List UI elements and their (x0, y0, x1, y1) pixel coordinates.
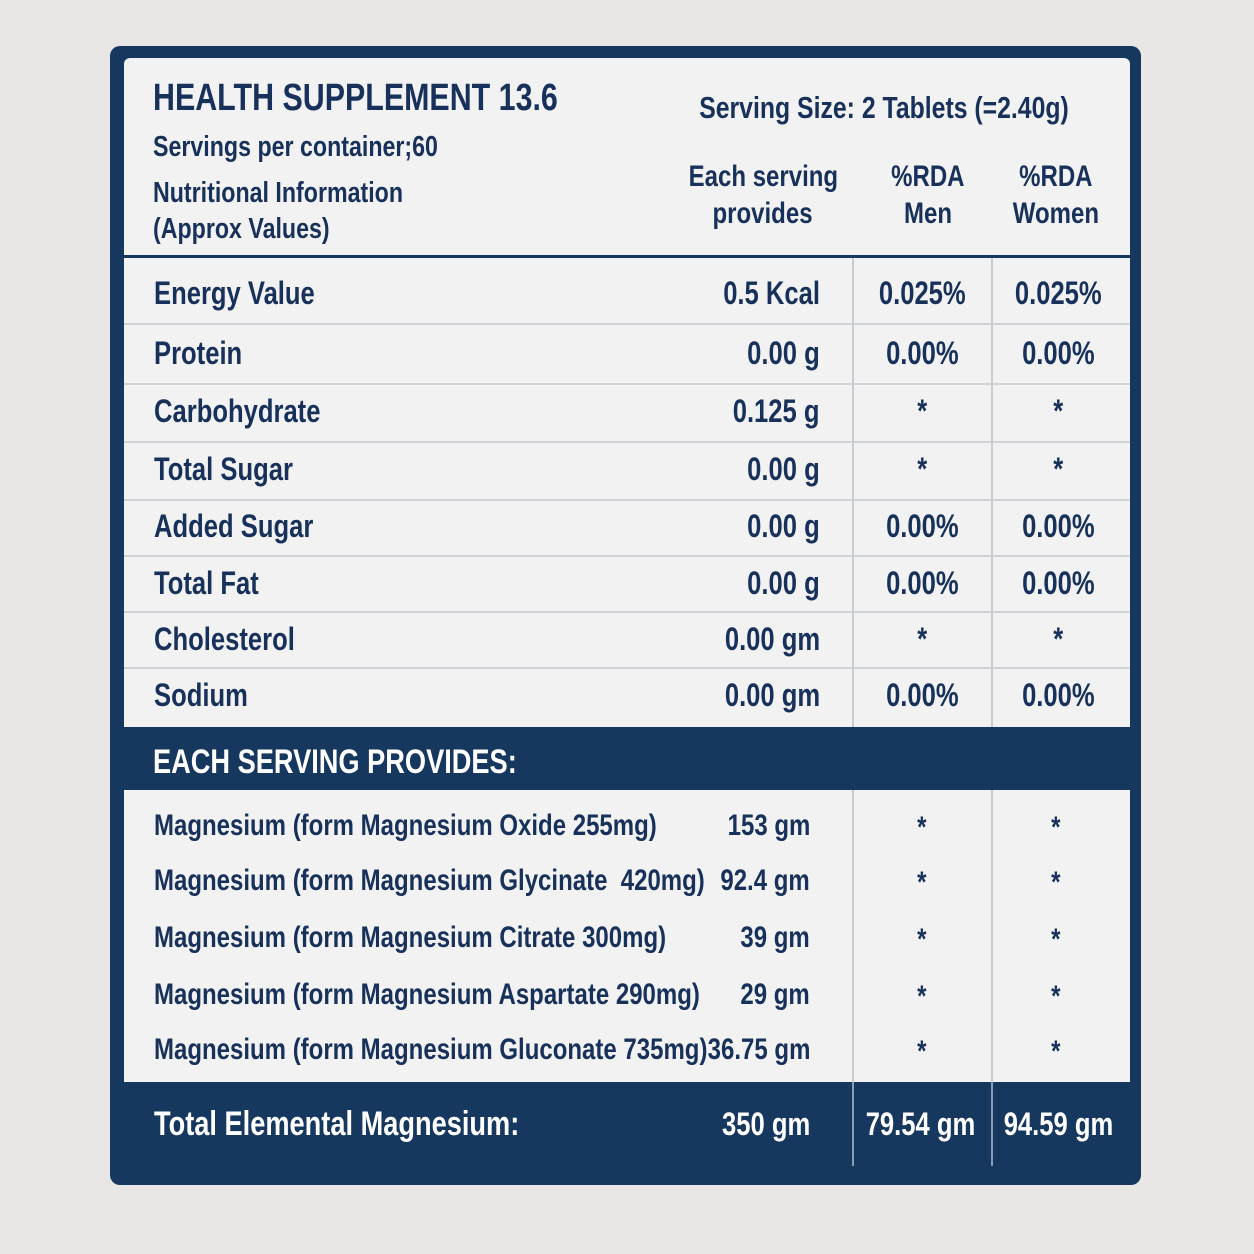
rda-men: * (917, 811, 927, 844)
info-line: Nutritional Information (153, 176, 404, 209)
mineral-name: Magnesium (form Magnesium Citrate 300mg) (154, 921, 667, 954)
column-divider (852, 790, 854, 1082)
rda-men: * (917, 393, 927, 429)
rda-women: * (1051, 923, 1061, 956)
mineral-name: Magnesium (form Magnesium Oxide 255mg) (154, 809, 657, 842)
nutrient-amount: 0.5 Kcal (723, 275, 820, 311)
mineral-name: Magnesium (form Magnesium Aspartate 290m… (154, 978, 700, 1011)
rda-men: 0.00% (885, 335, 959, 371)
total-men: 79.54 gm (865, 1106, 975, 1142)
rda-women: 0.025% (1014, 275, 1102, 311)
rda-women: * (1053, 451, 1063, 487)
rda-women: * (1051, 980, 1061, 1013)
column-divider (852, 258, 854, 727)
rda-women: 0.00% (1021, 508, 1095, 544)
nutrient-name: Carbohydrate (154, 393, 321, 429)
row-divider (124, 383, 1130, 385)
row-divider (124, 611, 1130, 613)
row-divider (124, 499, 1130, 501)
title: HEALTH SUPPLEMENT 13.6 (153, 77, 558, 119)
column-header: Women (1012, 197, 1100, 230)
rda-men: * (917, 923, 927, 956)
rda-women: 0.00% (1021, 677, 1095, 713)
column-divider (991, 790, 993, 1082)
rda-men: * (917, 1035, 927, 1068)
mineral-amount: 153 gm (727, 809, 810, 842)
rda-women: 0.00% (1021, 565, 1095, 601)
total-women: 94.59 gm (1003, 1106, 1113, 1142)
servings: Servings per container;60 (153, 130, 438, 163)
column-header: Each serving (688, 160, 838, 193)
column-header: %RDA (1019, 160, 1093, 193)
rda-women: * (1053, 621, 1063, 657)
mineral-amount: 36.75 gm (707, 1033, 810, 1066)
total-label: Total Elemental Magnesium: (154, 1105, 520, 1143)
rda-women: * (1051, 811, 1061, 844)
column-divider (991, 1082, 993, 1166)
column-header: Men (904, 197, 952, 230)
rda-men: 0.00% (885, 677, 959, 713)
column-divider (991, 258, 993, 727)
nutrient-amount: 0.00 gm (724, 621, 820, 657)
column-divider (852, 1082, 854, 1166)
nutrient-name: Protein (154, 335, 243, 371)
mineral-amount: 92.4 gm (720, 864, 810, 897)
nutrient-name: Cholesterol (154, 621, 295, 657)
nutrient-amount: 0.00 g (747, 565, 820, 601)
nutrient-name: Added Sugar (154, 508, 314, 544)
rda-men: 0.00% (885, 508, 959, 544)
rda-women: * (1051, 866, 1061, 899)
nutrient-name: Total Fat (154, 565, 259, 601)
info-line: (Approx Values) (153, 212, 330, 245)
mineral-amount: 39 gm (740, 921, 810, 954)
mineral-name: Magnesium (form Magnesium Glycinate 420m… (154, 864, 705, 897)
row-divider (124, 323, 1130, 325)
nutrient-amount: 0.00 g (747, 335, 820, 371)
rda-men: * (917, 980, 927, 1013)
mineral-amount: 29 gm (740, 978, 810, 1011)
mineral-name: Magnesium (form Magnesium Gluconate 735m… (154, 1033, 708, 1066)
column-header: %RDA (891, 160, 965, 193)
row-divider (124, 667, 1130, 669)
nutrient-amount: 0.125 g (733, 393, 820, 429)
rda-women: * (1051, 1035, 1061, 1068)
header-rule (124, 255, 1130, 258)
nutrient-name: Sodium (154, 677, 248, 713)
rda-women: * (1053, 393, 1063, 429)
nutrient-amount: 0.00 g (747, 451, 820, 487)
serving-size: Serving Size: 2 Tablets (=2.40g) (699, 89, 1069, 125)
nutrient-name: Total Sugar (154, 451, 293, 487)
section-band (124, 727, 1130, 790)
section-title: EACH SERVING PROVIDES: (153, 743, 517, 781)
rda-men: 0.025% (878, 275, 966, 311)
row-divider (124, 555, 1130, 557)
rda-men: 0.00% (885, 565, 959, 601)
rda-men: * (917, 866, 927, 899)
nutrient-amount: 0.00 gm (724, 677, 820, 713)
column-header: provides (712, 197, 814, 230)
rda-women: 0.00% (1021, 335, 1095, 371)
total-amount: 350 gm (721, 1106, 810, 1142)
nutrient-amount: 0.00 g (747, 508, 820, 544)
total-band (124, 1082, 1130, 1166)
row-divider (124, 441, 1130, 443)
rda-men: * (917, 621, 927, 657)
rda-men: * (917, 451, 927, 487)
nutrient-name: Energy Value (154, 275, 315, 311)
